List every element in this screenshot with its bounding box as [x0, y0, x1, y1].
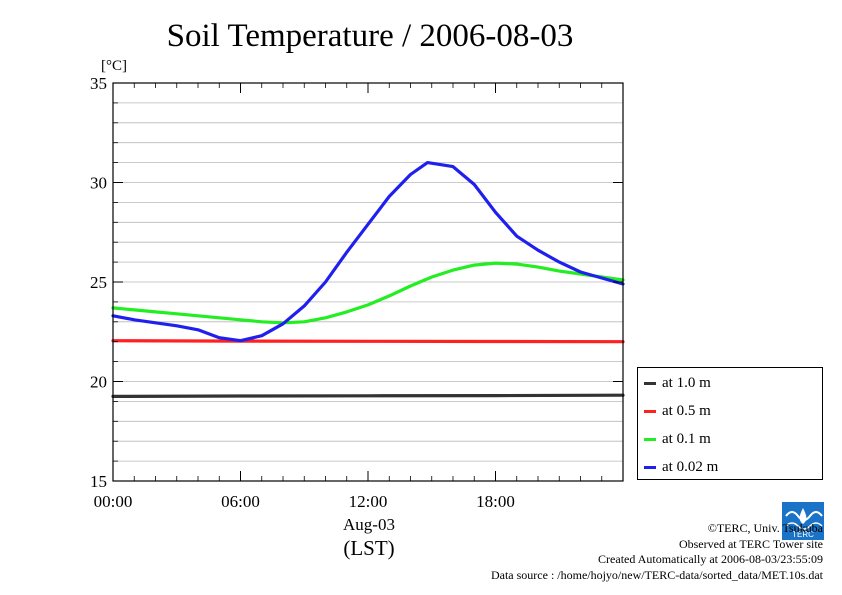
legend-swatch-0-02m: [644, 465, 656, 469]
y-tick-label: 30: [90, 174, 107, 193]
y-tick-label: 20: [90, 373, 107, 392]
series-line-0: [111, 393, 625, 398]
x-tick-label: 12:00: [349, 492, 388, 511]
grid-lines: [113, 102, 623, 462]
y-tick-label: 15: [90, 472, 107, 491]
chart-title: Soil Temperature / 2006-08-03: [167, 18, 574, 54]
legend-swatch-1-0m: [644, 381, 656, 385]
observed-text: Observed at TERC Tower site: [678, 536, 823, 551]
x-tick-label: 00:00: [94, 492, 133, 511]
legend: at 1.0 m at 0.5 m at 0.1 m at 0.02 m: [637, 367, 823, 480]
legend-item-1-0m: at 1.0 m: [644, 372, 711, 394]
series-lines: [111, 161, 625, 398]
terc-logo-icon: TERC: [782, 502, 824, 540]
axis-ticks: 15 20 25 30 35 00:00 06:00 12:00 18:00: [90, 74, 623, 511]
series-line-3: [111, 161, 625, 343]
legend-swatch-0-1m: [644, 437, 656, 441]
data-source-text: Data source : /home/hojyo/new/TERC-data/…: [490, 567, 823, 582]
series-line-2: [111, 261, 625, 325]
credits-block: ©TERC, Univ. Tsukuba Observed at TERC To…: [491, 521, 823, 583]
legend-label: at 1.0 m: [662, 374, 711, 391]
y-tick-label: 25: [90, 273, 107, 292]
x-tick-label: 06:00: [221, 492, 260, 511]
legend-item-0-02m: at 0.02 m: [644, 456, 718, 478]
x-axis-timezone-label: (LST): [343, 536, 394, 560]
series-line-1: [111, 339, 625, 344]
y-tick-label: 35: [90, 74, 107, 93]
created-text: Created Automatically at 2006-08-03/23:5…: [598, 552, 823, 566]
legend-label: at 0.1 m: [662, 430, 711, 447]
legend-swatch-0-5m: [644, 409, 656, 413]
x-axis-date-label: Aug-03: [343, 515, 395, 534]
y-axis-unit-label: [°C]: [101, 58, 127, 74]
copyright-text: ©TERC, Univ. Tsukuba: [707, 521, 823, 535]
x-tick-label: 18:00: [476, 492, 515, 511]
legend-label: at 0.02 m: [662, 458, 719, 475]
legend-item-0-5m: at 0.5 m: [644, 400, 711, 422]
legend-label: at 0.5 m: [662, 402, 711, 419]
logo-text: TERC: [792, 530, 814, 539]
legend-item-0-1m: at 0.1 m: [644, 428, 711, 450]
